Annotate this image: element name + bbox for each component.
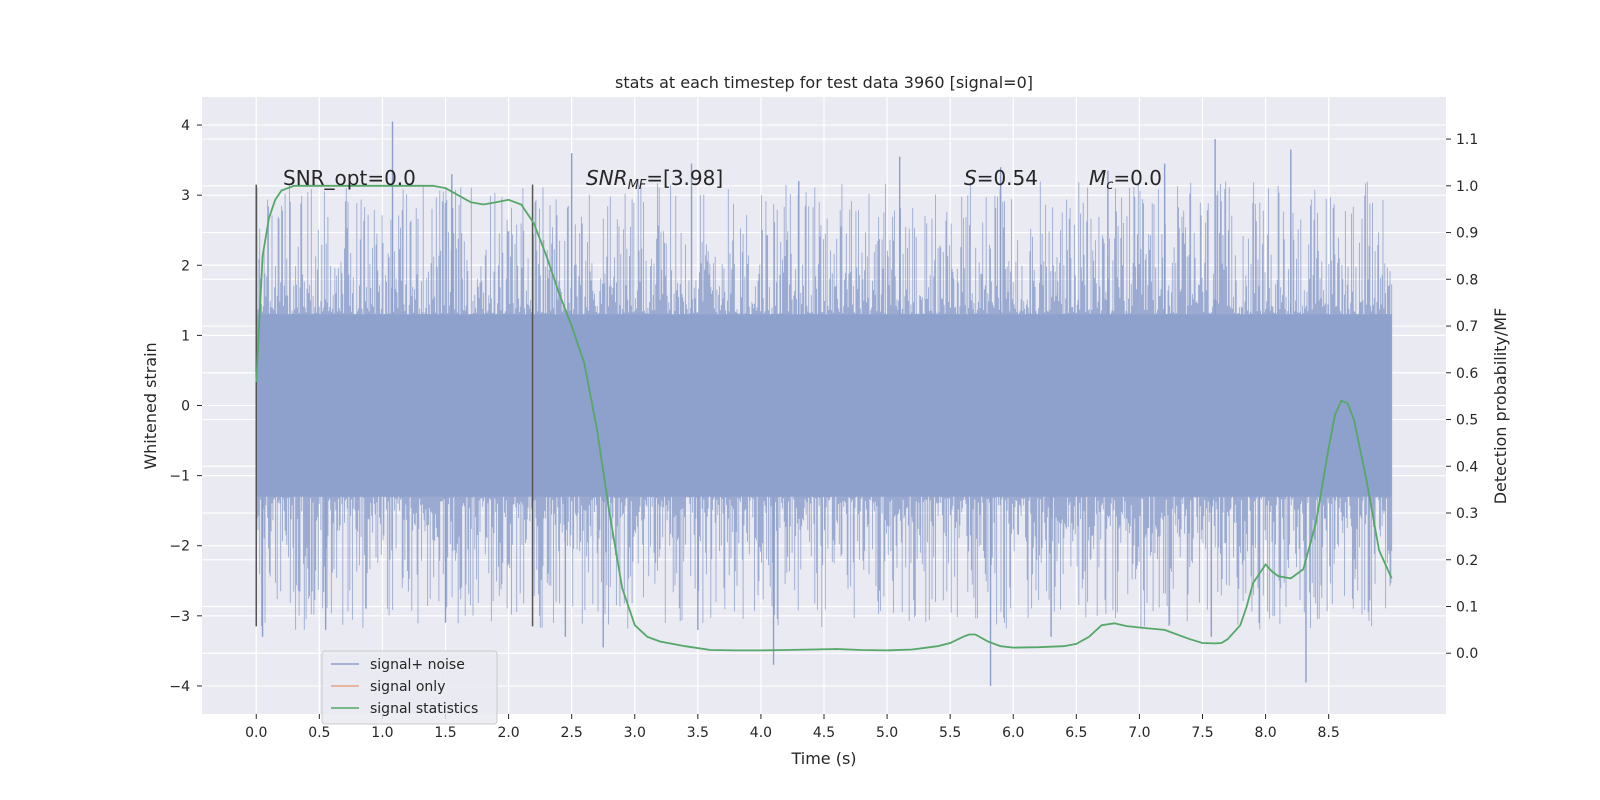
x-tick-label: 1.5 xyxy=(434,725,456,741)
y-right-tick-label: 0.2 xyxy=(1456,553,1478,569)
y-right-tick-label: 0.9 xyxy=(1456,226,1478,242)
y-left-tick-label: 3 xyxy=(181,188,190,204)
x-tick-label: 5.5 xyxy=(939,725,961,741)
annotation-snr-mf-value: =[3.98] xyxy=(646,166,723,190)
annotation-mc: Mc=0.0 xyxy=(1089,166,1162,193)
series-signal-statistics xyxy=(255,184,1393,652)
noise-series xyxy=(255,121,1393,686)
annotation-s-symbol: S xyxy=(964,166,977,190)
y-right-tick-label: 0.0 xyxy=(1456,646,1478,662)
x-tick-label: 8.0 xyxy=(1254,725,1276,741)
x-tick-label: 8.5 xyxy=(1318,725,1340,741)
y-axis-label-right: Detection probability/MF xyxy=(1491,308,1510,505)
legend: signal+ noise signal only signal statist… xyxy=(321,650,498,725)
annotation-snr-opt: SNR_opt=0.0 xyxy=(283,166,416,190)
x-tick-label: 7.5 xyxy=(1191,725,1213,741)
x-tick-label: 4.0 xyxy=(750,725,772,741)
y-left-tick-label: 0 xyxy=(181,399,190,415)
legend-label-signal-statistics: signal statistics xyxy=(370,701,478,717)
vertical-markers xyxy=(255,184,534,627)
annotation-snr-mf: SNRMF=[3.98] xyxy=(586,166,723,193)
x-tick-label: 2.5 xyxy=(561,725,583,741)
x-tick-label: 3.0 xyxy=(624,725,646,741)
y-left-tick-label: 4 xyxy=(181,118,190,134)
y-right-tick-label: 0.5 xyxy=(1456,413,1478,429)
y-left-tick-label: 1 xyxy=(181,328,190,344)
annotation-mc-subscript: c xyxy=(1106,178,1113,193)
x-tick-label: 6.5 xyxy=(1065,725,1087,741)
y-axis-label-left: Whitened strain xyxy=(141,342,160,469)
x-tick-label: 0.5 xyxy=(308,725,330,741)
axes: 0.0 0.5 1.0 1.5 2.0 2.5 3.0 3.5 4.0 4.5 5.0 5.5 6.0 6… xyxy=(169,118,1478,741)
x-tick-label: 2.0 xyxy=(497,725,519,741)
legend-label-signal-only: signal only xyxy=(370,679,445,695)
y-left-tick-label: −1 xyxy=(169,469,190,485)
legend-label-signal-noise: signal+ noise xyxy=(370,657,465,673)
legend-box xyxy=(321,650,498,725)
annotation-s-value: =0.54 xyxy=(977,166,1038,190)
statistics-series xyxy=(255,184,1393,652)
x-tick-label: 1.0 xyxy=(371,725,393,741)
y-right-tick-label: 1.0 xyxy=(1456,179,1478,195)
x-tick-label: 3.5 xyxy=(687,725,709,741)
y-left-tick-label: −4 xyxy=(169,679,190,695)
annotation-snr-mf-symbol: SNR xyxy=(586,166,628,190)
y-left-tick-label: 2 xyxy=(181,258,190,274)
y-right-tick-label: 0.1 xyxy=(1456,599,1478,615)
x-tick-label: 4.5 xyxy=(813,725,835,741)
y-right-tick-label: 0.7 xyxy=(1456,319,1478,335)
y-right-tick-label: 0.6 xyxy=(1456,366,1478,382)
chart-title: stats at each timestep for test data 396… xyxy=(615,73,1033,92)
y-left-tick-label: −3 xyxy=(169,609,190,625)
y-right-tick-label: 0.3 xyxy=(1456,506,1478,522)
x-axis-label: Time (s) xyxy=(790,749,856,768)
annotation-mc-value: =0.0 xyxy=(1113,166,1162,190)
annotation-mc-symbol: M xyxy=(1089,166,1106,190)
x-tick-label: 0.0 xyxy=(245,725,267,741)
x-tick-label: 5.0 xyxy=(876,725,898,741)
annotation-snr-mf-subscript: MF xyxy=(628,178,647,193)
y-right-tick-label: 0.8 xyxy=(1456,272,1478,288)
y-left-tick-label: −2 xyxy=(169,539,190,555)
x-tick-label: 6.0 xyxy=(1002,725,1024,741)
y-right-tick-label: 1.1 xyxy=(1456,132,1478,148)
y-right-tick-label: 0.4 xyxy=(1456,459,1478,475)
x-tick-label: 7.0 xyxy=(1128,725,1150,741)
annotation-s: S=0.54 xyxy=(964,166,1038,190)
